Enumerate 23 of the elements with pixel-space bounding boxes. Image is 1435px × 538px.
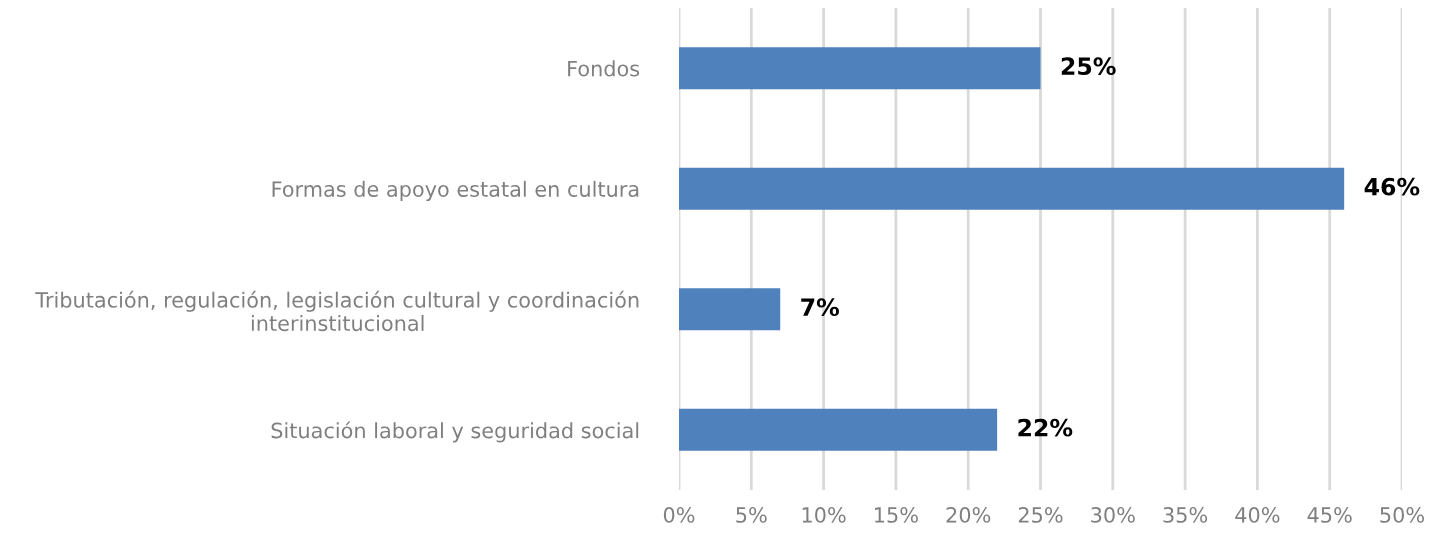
data-label: 22% xyxy=(1018,418,1073,437)
x-tick-label: 20% xyxy=(946,507,991,523)
x-tick-label: 40% xyxy=(1235,507,1280,523)
x-tick-label: 0% xyxy=(663,507,695,523)
x-tick-label: 15% xyxy=(875,507,918,523)
y-tick-label: Formas de apoyo estatal en cultura xyxy=(272,180,639,201)
data-label: 25% xyxy=(1061,57,1116,76)
y-tick-label: Situación laboral y seguridad social xyxy=(271,421,639,443)
y-tick-label: Fondos xyxy=(568,60,640,77)
x-tick-label: 35% xyxy=(1163,507,1208,523)
data-label: 7% xyxy=(801,298,839,317)
x-tick-label: 5% xyxy=(736,507,767,523)
y-tick-label: Tributación, regulación, legislación cultural y coordinación interinstitucional xyxy=(35,290,639,332)
bar xyxy=(679,288,781,331)
data-label: 46% xyxy=(1364,177,1420,196)
bar xyxy=(679,167,1345,210)
x-tick-label: 25% xyxy=(1018,507,1063,523)
x-tick-label: 45% xyxy=(1307,507,1352,523)
bar xyxy=(679,408,998,451)
x-tick-label: 10% xyxy=(802,507,846,523)
x-tick-label: 50% xyxy=(1380,507,1424,523)
x-tick-label: 30% xyxy=(1091,507,1135,523)
bar xyxy=(679,47,1041,90)
